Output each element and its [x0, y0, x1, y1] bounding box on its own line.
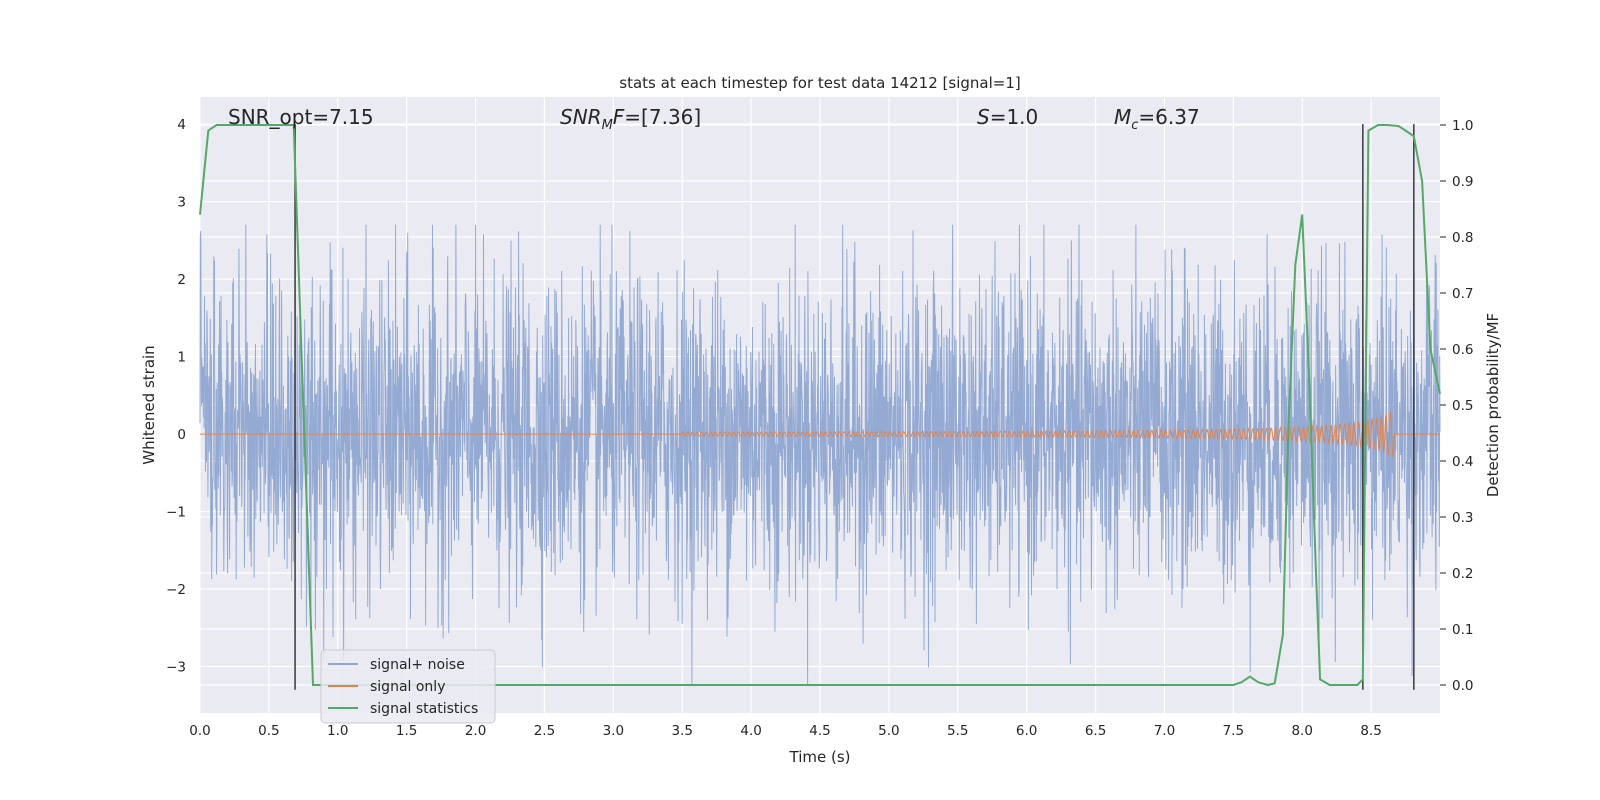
- y-right-tick-label: 0.1: [1452, 622, 1473, 638]
- y-axis-right-label: Detection probability/MF: [1484, 313, 1502, 497]
- y-tick-label: 4: [177, 117, 186, 133]
- signal-statistics-line: [199, 124, 1441, 687]
- y-right-tick-label: 1.0: [1452, 118, 1473, 134]
- signal-noise-series: [199, 224, 1441, 686]
- y-right-tick-label: 0.4: [1452, 454, 1473, 470]
- x-tick-label: 7.0: [1154, 723, 1175, 739]
- x-tick-label: 1.5: [396, 723, 417, 739]
- y-right-tick-labels: 1.0 0.9 0.8 0.7 0.6 0.5 0.4 0.3 0.2 0.1 0.0: [1440, 118, 1473, 694]
- annotation-snr-mf-value: =[7.36]: [624, 105, 701, 129]
- y-tick-label: 3: [177, 195, 186, 211]
- y-right-tick-label: 0.9: [1452, 174, 1473, 190]
- x-tick-label: 3.5: [671, 723, 692, 739]
- annotation-snr-opt: SNR_opt=7.15: [228, 105, 374, 129]
- y-tick-label: 0: [177, 427, 186, 443]
- x-tick-label: 5.5: [947, 723, 968, 739]
- signal-statistics-series: [199, 124, 1441, 687]
- x-tick-label: 2.5: [534, 723, 555, 739]
- legend-label-signal-noise: signal+ noise: [370, 657, 465, 673]
- x-tick-label: 8.5: [1360, 723, 1381, 739]
- x-tick-label: 4.0: [740, 723, 761, 739]
- annotation-snr-mf: SNRMF=[7.36]: [560, 105, 701, 133]
- y-tick-label: 1: [177, 350, 186, 366]
- y-right-tick-label: 0.0: [1452, 678, 1473, 694]
- y-axis-label: Whitened strain: [140, 345, 158, 464]
- x-tick-label: 0.0: [189, 723, 210, 739]
- x-tick-label: 0.5: [258, 723, 279, 739]
- x-tick-label: 7.5: [1223, 723, 1244, 739]
- x-tick-label: 8.0: [1291, 723, 1312, 739]
- legend-box: [320, 649, 496, 724]
- legend-label-signal-statistics: signal statistics: [370, 701, 478, 717]
- x-tick-label: 3.0: [603, 723, 624, 739]
- y-right-tick-label: 0.7: [1452, 286, 1473, 302]
- y-right-tick-label: 0.3: [1452, 510, 1473, 526]
- y-right-tick-label: 0.5: [1452, 398, 1473, 414]
- y-right-tick-label: 0.2: [1452, 566, 1473, 582]
- annotation-s: S=1.0: [977, 105, 1038, 129]
- x-tick-label: 6.5: [1085, 723, 1106, 739]
- legend: signal+ noise signal only signal statist…: [320, 649, 496, 724]
- annotation-s-value: =1.0: [990, 105, 1039, 129]
- y-right-tick-label: 0.8: [1452, 230, 1473, 246]
- annotation-mc-value: =6.37: [1138, 105, 1199, 129]
- legend-label-signal-only: signal only: [370, 679, 445, 695]
- y-tick-labels: 4 3 2 1 0 −1 −2 −3: [166, 117, 186, 675]
- y-tick-label: −1: [166, 505, 186, 521]
- x-tick-label: 2.0: [465, 723, 486, 739]
- x-tick-label: 1.0: [327, 723, 348, 739]
- x-tick-label: 5.0: [878, 723, 899, 739]
- y-tick-label: −2: [166, 582, 186, 598]
- y-right-tick-label: 0.6: [1452, 342, 1473, 358]
- signal-noise-line: [199, 224, 1441, 686]
- x-axis-label: Time (s): [789, 748, 851, 766]
- chart-title: stats at each timestep for test data 142…: [619, 74, 1020, 92]
- x-tick-label: 6.0: [1016, 723, 1037, 739]
- y-tick-label: 2: [177, 272, 186, 288]
- y-tick-label: −3: [166, 660, 186, 676]
- signal-only-series: [200, 411, 1440, 459]
- signal-only-line: [200, 411, 1440, 459]
- annotation-mc: Mc=6.37: [1114, 105, 1200, 133]
- x-tick-label: 4.5: [809, 723, 830, 739]
- x-tick-labels: 0.0 0.5 1.0 1.5 2.0 2.5 3.0 3.5 4.0 4.5 5.0 5.5 6.0 6…: [189, 723, 1382, 739]
